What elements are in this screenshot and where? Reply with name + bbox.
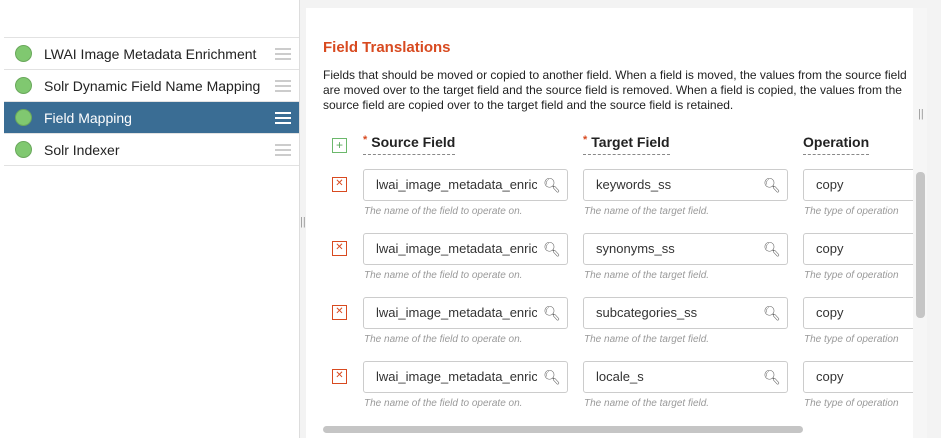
source-field-input[interactable]: lwai_image_metadata_enrichment 🔍︎ bbox=[363, 233, 568, 265]
operation-value: copy bbox=[816, 369, 844, 384]
source-field-value: lwai_image_metadata_enrichment bbox=[376, 369, 537, 384]
stage-item[interactable]: LWAI Image Metadata Enrichment bbox=[4, 38, 299, 70]
remove-row-button[interactable]: ✕ bbox=[332, 369, 347, 384]
search-icon[interactable]: 🔍︎ bbox=[763, 369, 781, 385]
stage-label: Solr Dynamic Field Name Mapping bbox=[44, 77, 261, 94]
target-field-input[interactable]: synonyms_ss 🔍︎ bbox=[583, 233, 788, 265]
target-field-help: The name of the target field. bbox=[584, 334, 710, 345]
status-icon bbox=[15, 109, 32, 126]
source-field-value: lwai_image_metadata_enrichment bbox=[376, 177, 537, 192]
target-field-header: * Target Field bbox=[583, 134, 670, 155]
target-field-input[interactable]: subcategories_ss 🔍︎ bbox=[583, 297, 788, 329]
drag-handle-icon[interactable] bbox=[275, 47, 291, 60]
operation-select[interactable]: copy bbox=[803, 233, 913, 265]
drag-handle-icon[interactable] bbox=[275, 143, 291, 156]
search-icon[interactable]: 🔍︎ bbox=[763, 305, 781, 321]
target-field-input[interactable]: keywords_ss 🔍︎ bbox=[583, 169, 788, 201]
search-icon[interactable]: 🔍︎ bbox=[543, 241, 561, 257]
source-field-help: The name of the field to operate on. bbox=[364, 270, 523, 281]
section-title: Field Translations bbox=[323, 39, 451, 56]
status-icon bbox=[15, 77, 32, 94]
search-icon[interactable]: 🔍︎ bbox=[543, 177, 561, 193]
source-field-header: * Source Field bbox=[363, 134, 456, 155]
target-field-help: The name of the target field. bbox=[584, 206, 710, 217]
drag-handle-icon[interactable] bbox=[275, 79, 291, 92]
target-field-input[interactable]: locale_s 🔍︎ bbox=[583, 361, 788, 393]
search-icon[interactable]: 🔍︎ bbox=[543, 369, 561, 385]
operation-help: The type of operation bbox=[804, 398, 899, 409]
operation-value: copy bbox=[816, 305, 844, 320]
source-field-input[interactable]: lwai_image_metadata_enrichment 🔍︎ bbox=[363, 169, 568, 201]
operation-help: The type of operation bbox=[804, 206, 899, 217]
target-field-value: keywords_ss bbox=[596, 177, 672, 192]
remove-row-button[interactable]: ✕ bbox=[332, 305, 347, 320]
panel-resize-handle[interactable]: || bbox=[300, 216, 306, 228]
remove-row-button[interactable]: ✕ bbox=[332, 177, 347, 192]
source-field-help: The name of the field to operate on. bbox=[364, 206, 523, 217]
source-field-help: The name of the field to operate on. bbox=[364, 398, 523, 409]
source-field-input[interactable]: lwai_image_metadata_enrichment 🔍︎ bbox=[363, 361, 568, 393]
target-field-help: The name of the target field. bbox=[584, 270, 710, 281]
target-field-value: subcategories_ss bbox=[596, 305, 698, 320]
operation-value: copy bbox=[816, 177, 844, 192]
stage-config-panel: Field Translations Fields that should be… bbox=[306, 8, 913, 438]
stage-item[interactable]: Solr Dynamic Field Name Mapping bbox=[4, 70, 299, 102]
source-field-value: lwai_image_metadata_enrichment bbox=[376, 241, 537, 256]
target-field-help: The name of the target field. bbox=[584, 398, 710, 409]
status-icon bbox=[15, 141, 32, 158]
horizontal-scrollbar[interactable] bbox=[323, 426, 803, 433]
vertical-scrollbar[interactable] bbox=[916, 172, 925, 318]
section-description: Fields that should be moved or copied to… bbox=[323, 68, 907, 112]
source-field-value: lwai_image_metadata_enrichment bbox=[376, 305, 537, 320]
panel-resize-handle[interactable]: || bbox=[918, 108, 924, 120]
stage-label: Field Mapping bbox=[44, 109, 132, 126]
search-icon[interactable]: 🔍︎ bbox=[763, 241, 781, 257]
stage-label: Solr Indexer bbox=[44, 141, 120, 158]
operation-value: copy bbox=[816, 241, 844, 256]
target-field-value: locale_s bbox=[596, 369, 644, 384]
search-icon[interactable]: 🔍︎ bbox=[763, 177, 781, 193]
stage-label: LWAI Image Metadata Enrichment bbox=[44, 45, 257, 62]
status-icon bbox=[15, 45, 32, 62]
operation-select[interactable]: copy bbox=[803, 297, 913, 329]
pipeline-stage-list: LWAI Image Metadata Enrichment Solr Dyna… bbox=[0, 0, 300, 438]
stage-item-selected[interactable]: Field Mapping bbox=[4, 102, 299, 134]
remove-row-button[interactable]: ✕ bbox=[332, 241, 347, 256]
source-field-input[interactable]: lwai_image_metadata_enrichment 🔍︎ bbox=[363, 297, 568, 329]
source-field-help: The name of the field to operate on. bbox=[364, 334, 523, 345]
drag-handle-icon[interactable] bbox=[275, 111, 291, 124]
stage-item[interactable]: Solr Indexer bbox=[4, 134, 299, 166]
operation-header: Operation bbox=[803, 134, 870, 155]
search-icon[interactable]: 🔍︎ bbox=[543, 305, 561, 321]
operation-select[interactable]: copy bbox=[803, 169, 913, 201]
operation-help: The type of operation bbox=[804, 334, 899, 345]
operation-select[interactable]: copy bbox=[803, 361, 913, 393]
operation-help: The type of operation bbox=[804, 270, 899, 281]
target-field-value: synonyms_ss bbox=[596, 241, 675, 256]
add-row-button[interactable]: + bbox=[332, 138, 347, 153]
